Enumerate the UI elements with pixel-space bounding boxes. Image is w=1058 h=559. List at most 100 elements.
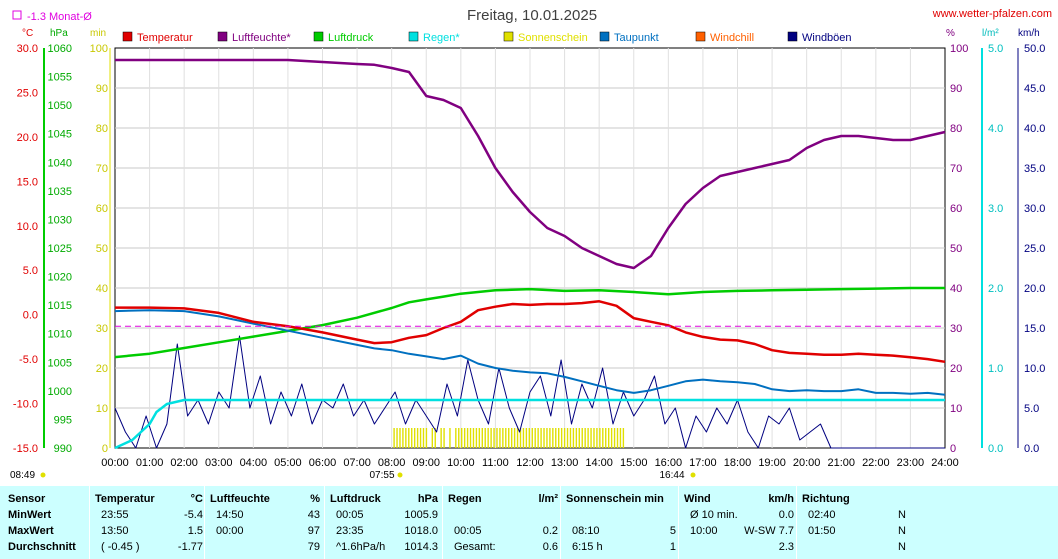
sunshine-bar: [590, 428, 592, 448]
tick-label-humidity_pct: 70: [950, 163, 962, 175]
sunshine-bar: [525, 428, 528, 448]
stats-cell: 23:55: [101, 509, 129, 521]
stats-header: Wind: [684, 493, 711, 505]
x-tick-label: 08:00: [378, 457, 406, 469]
stats-cell: 6:15 h: [572, 541, 603, 553]
x-tick-label: 21:00: [827, 457, 855, 469]
sunshine-bar: [502, 428, 504, 448]
stats-value: 1018.0: [404, 525, 438, 537]
series-lines: [114, 58, 946, 450]
tick-label-pressure_hpa: 1040: [48, 157, 72, 169]
tick-label-humidity_pct: 100: [950, 43, 968, 55]
legend-swatch: [695, 31, 706, 42]
stats-value: N: [898, 509, 906, 521]
stats-unit: %: [310, 493, 320, 505]
stats-cell: 08:10: [572, 525, 600, 537]
sunshine-bar: [484, 428, 486, 448]
sunshine-bar: [505, 428, 507, 448]
stats-cell: Ø 10 min.: [690, 509, 738, 521]
sunshine-bar: [449, 428, 451, 448]
tick-label-pressure_hpa: 1000: [48, 386, 72, 398]
tick-label-sunshine_min: 60: [96, 203, 108, 215]
tick-label-humidity_pct: 80: [950, 123, 962, 135]
sun-end-label: 16:44: [659, 470, 684, 481]
sunshine-bar: [478, 428, 481, 448]
sunshine-bar: [549, 428, 551, 448]
sunshine-bar: [581, 428, 583, 448]
sunshine-bar: [475, 428, 478, 448]
tick-label-sunshine_min: 20: [96, 363, 108, 375]
tick-label-wind_kmh: 45.0: [1024, 83, 1045, 95]
x-tick-label: 14:00: [585, 457, 613, 469]
monat-marker-icon: [12, 10, 22, 20]
sun-end-icon: [690, 472, 696, 478]
sunshine-bar: [496, 428, 498, 448]
unit-rain: l/m²: [982, 28, 999, 39]
x-tick-label: 18:00: [724, 457, 752, 469]
legend-label: Temperatur: [137, 32, 193, 44]
tick-label-humidity_pct: 40: [950, 283, 962, 295]
sunshine-bar: [455, 428, 457, 448]
sunrise-label: 08:49: [10, 470, 35, 481]
legend-label: Regen*: [423, 32, 460, 44]
stats-cell: 13:50: [101, 525, 129, 537]
stats-cell: ^1.6hPa/h: [336, 541, 386, 553]
sunshine-bar: [408, 428, 410, 448]
tick-label-pressure_hpa: 1020: [48, 272, 72, 284]
sunshine-bar: [534, 428, 536, 448]
tick-label-pressure_hpa: 1045: [48, 129, 72, 141]
tick-label-pressure_hpa: 1060: [48, 43, 72, 55]
sunshine-bar: [434, 428, 436, 448]
sunshine-bar: [563, 428, 566, 448]
sunshine-bar: [528, 428, 531, 448]
series-line-taupunkt: [114, 309, 946, 396]
sunshine-bar: [419, 428, 422, 448]
sunshine-bar: [540, 428, 542, 448]
stats-column: Sensor MinWert MaxWert Durchschnitt: [8, 486, 88, 559]
tick-label-humidity_pct: 0: [950, 443, 956, 455]
stats-value: 0.6: [542, 541, 558, 553]
sunshine-bar: [587, 428, 589, 448]
tick-label-humidity_pct: 10: [950, 403, 962, 415]
tick-label-humidity_pct: 60: [950, 203, 962, 215]
stats-separator: [560, 486, 561, 559]
tick-label-rain_lm2: 2.0: [988, 283, 1003, 295]
x-tick-label: 00:00: [101, 457, 129, 469]
sunshine-bar: [558, 428, 560, 448]
series-line-regen: [114, 398, 945, 450]
unit-wind: km/h: [1018, 28, 1040, 39]
stats-header: Regen: [448, 493, 482, 505]
stats-value: W-SW 7.7: [744, 525, 794, 537]
tick-label-wind_kmh: 25.0: [1024, 243, 1045, 255]
stats-value: 43: [307, 509, 320, 521]
legend-swatch: [787, 31, 798, 42]
x-tick-label: 03:00: [205, 457, 233, 469]
tick-label-humidity_pct: 50: [950, 243, 962, 255]
tick-label-sunshine_min: 40: [96, 283, 108, 295]
axis-labels: 30.0 25.0 20.0 15.0 10.0 5.0 0.0 -5.0 -10.0 -15.0…: [13, 43, 1046, 469]
stats-column: Luftdruck hPa 00:05 1005.9 23:35 1018.0 ^1.6hP…: [330, 486, 438, 559]
stats-cell: 00:00: [216, 525, 244, 537]
tick-label-temp_c: 30.0: [17, 43, 38, 55]
stats-value: 0.0: [778, 509, 794, 521]
stats-column: Wind km/h Ø 10 min. 0.0 10:00 W-SW 7.7 2.3: [684, 486, 794, 559]
tick-label-sunshine_min: 90: [96, 83, 108, 95]
tick-label-temp_c: -10.0: [13, 399, 38, 411]
sunshine-bar: [461, 428, 463, 448]
sunshine-bar: [622, 428, 625, 448]
x-tick-label: 24:00: [931, 457, 959, 469]
sun-start-icon: [397, 472, 403, 478]
legend-swatch: [217, 31, 228, 42]
legend-swatch: [313, 31, 324, 42]
sunshine-bar: [602, 428, 604, 448]
sunshine-bar: [569, 428, 572, 448]
tick-label-rain_lm2: 3.0: [988, 203, 1003, 215]
website-link[interactable]: www.wetter-pfalzen.com: [932, 8, 1052, 20]
legend-label: Taupunkt: [614, 32, 659, 44]
stats-value: 97: [307, 525, 320, 537]
sunshine-bar: [466, 428, 469, 448]
sunshine-bar: [522, 428, 525, 448]
sunshine-bar: [499, 428, 501, 448]
sunshine-bar: [516, 428, 519, 448]
x-tick-label: 09:00: [412, 457, 440, 469]
